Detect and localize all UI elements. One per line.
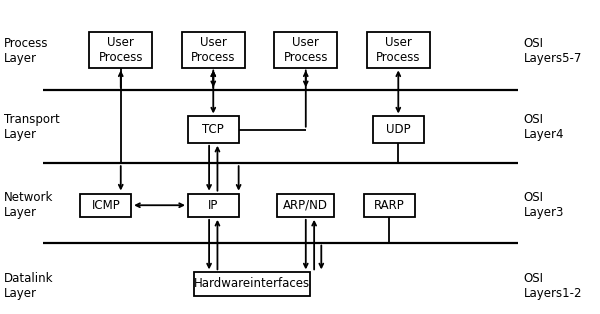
Bar xyxy=(373,116,424,143)
Bar xyxy=(188,116,239,143)
Text: User
Process: User Process xyxy=(98,35,143,64)
Bar xyxy=(367,32,430,68)
Text: IP: IP xyxy=(208,199,218,212)
Bar xyxy=(182,32,245,68)
Text: Process
Layer: Process Layer xyxy=(4,37,49,65)
Text: OSI
Layer4: OSI Layer4 xyxy=(524,113,564,141)
Text: OSI
Layers1-2: OSI Layers1-2 xyxy=(524,272,582,300)
Text: User
Process: User Process xyxy=(376,35,421,64)
Text: RARP: RARP xyxy=(374,199,405,212)
Text: User
Process: User Process xyxy=(191,35,236,64)
Bar xyxy=(89,32,152,68)
Text: UDP: UDP xyxy=(386,123,410,136)
Text: Datalink
Layer: Datalink Layer xyxy=(4,272,54,300)
Bar xyxy=(364,193,415,217)
Bar xyxy=(188,193,239,217)
Text: OSI
Layers5-7: OSI Layers5-7 xyxy=(524,37,582,65)
Text: Transport
Layer: Transport Layer xyxy=(4,113,60,141)
Text: Network
Layer: Network Layer xyxy=(4,191,54,219)
Text: Hardwareinterfaces: Hardwareinterfaces xyxy=(194,278,310,290)
Bar xyxy=(194,272,310,296)
Text: ICMP: ICMP xyxy=(91,199,120,212)
Text: OSI
Layer3: OSI Layer3 xyxy=(524,191,564,219)
Bar xyxy=(277,193,334,217)
Text: User
Process: User Process xyxy=(284,35,328,64)
Text: TCP: TCP xyxy=(202,123,224,136)
Text: ARP/ND: ARP/ND xyxy=(283,199,328,212)
Bar xyxy=(274,32,337,68)
Bar xyxy=(80,193,131,217)
